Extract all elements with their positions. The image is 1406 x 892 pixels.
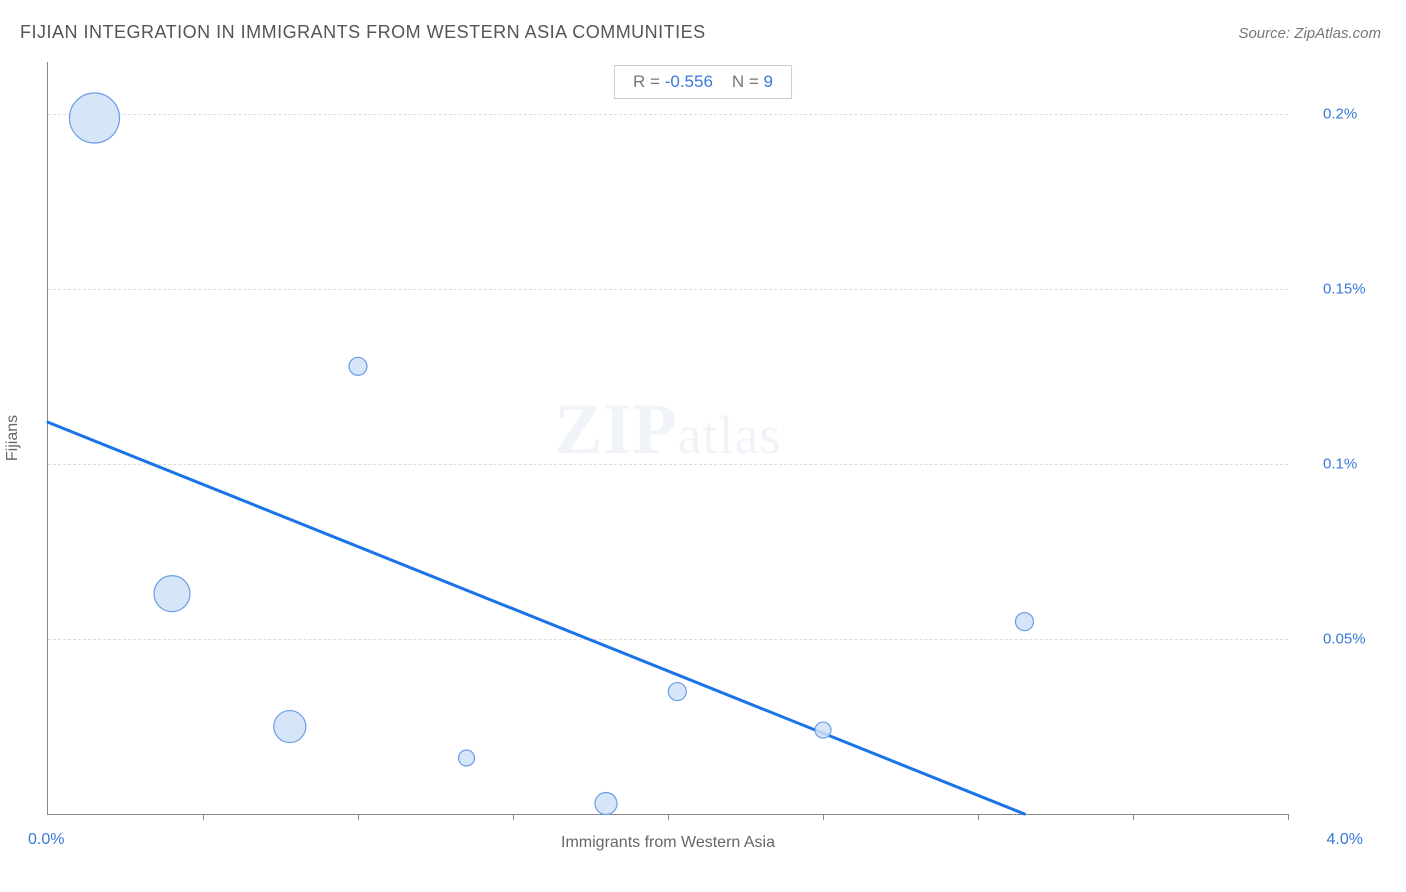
data-point[interactable] — [154, 576, 190, 612]
n-label: N = — [732, 72, 759, 91]
x-tick — [358, 814, 359, 820]
data-point[interactable] — [459, 750, 475, 766]
scatter-svg — [48, 62, 1288, 814]
r-value: -0.556 — [665, 72, 713, 91]
chart-container: FIJIAN INTEGRATION IN IMMIGRANTS FROM WE… — [0, 0, 1406, 892]
data-point[interactable] — [349, 357, 367, 375]
trend-line — [48, 422, 1025, 814]
y-tick-label: 0.1% — [1323, 456, 1357, 473]
y-tick-label: 0.2% — [1323, 106, 1357, 123]
x-tick — [978, 814, 979, 820]
stats-box: R = -0.556 N = 9 — [614, 65, 792, 99]
data-point[interactable] — [1016, 613, 1034, 631]
y-axis-label: Fijians — [4, 415, 22, 461]
x-tick — [1133, 814, 1134, 820]
data-point[interactable] — [668, 683, 686, 701]
data-point[interactable] — [70, 93, 120, 143]
n-value: 9 — [763, 72, 772, 91]
y-tick-label: 0.15% — [1323, 281, 1366, 298]
x-tick — [513, 814, 514, 820]
x-tick — [668, 814, 669, 820]
x-tick-label: 0.0% — [28, 831, 64, 849]
source-credit: Source: ZipAtlas.com — [1238, 25, 1381, 42]
data-point[interactable] — [274, 711, 306, 743]
y-tick-label: 0.05% — [1323, 631, 1366, 648]
r-label: R = — [633, 72, 660, 91]
x-tick-label: 4.0% — [1327, 831, 1363, 849]
x-axis-label: Immigrants from Western Asia — [561, 834, 775, 852]
data-point[interactable] — [815, 722, 831, 738]
plot-area: ZIPatlas Immigrants from Western Asia Fi… — [47, 62, 1288, 815]
x-tick — [203, 814, 204, 820]
data-point[interactable] — [595, 793, 617, 815]
x-tick — [823, 814, 824, 820]
chart-title: FIJIAN INTEGRATION IN IMMIGRANTS FROM WE… — [20, 22, 706, 43]
x-tick — [1288, 814, 1289, 820]
